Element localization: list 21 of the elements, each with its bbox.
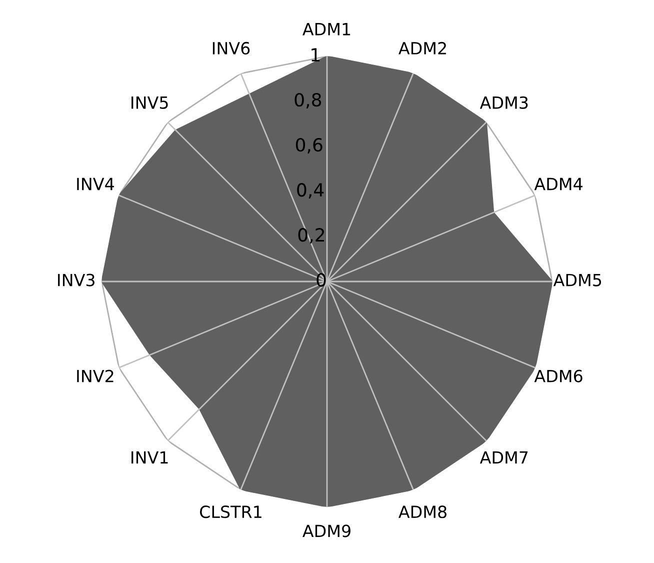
- spoke-label: INV4: [77, 178, 114, 190]
- spoke-label: ADM6: [534, 370, 582, 382]
- y-tick-label: 0: [316, 273, 326, 287]
- y-tick-label: 0,8: [294, 92, 322, 108]
- spoke-label: INV1: [132, 451, 168, 464]
- spoke-label: ADM9: [302, 524, 350, 538]
- spoke-label: CLSTR1: [200, 506, 262, 518]
- spoke-label: ADM8: [398, 506, 446, 518]
- spoke-label: INV5: [132, 96, 168, 109]
- spoke-label: ADM7: [480, 451, 528, 464]
- spoke-label: INV6: [212, 42, 250, 55]
- spoke-label: ADM3: [480, 96, 528, 109]
- spoke-label: ADM2: [398, 42, 446, 54]
- y-tick-label: 0,6: [296, 138, 322, 154]
- y-tick-label: 1: [312, 48, 320, 62]
- spoke-label: INV3: [58, 274, 94, 286]
- spoke-label: INV2: [77, 370, 114, 382]
- spoke-label: ADM1: [302, 23, 350, 36]
- spoke-label: ADM5: [553, 274, 602, 286]
- y-tick-label: 0,4: [297, 183, 324, 199]
- spoke-label: ADM4: [534, 178, 582, 190]
